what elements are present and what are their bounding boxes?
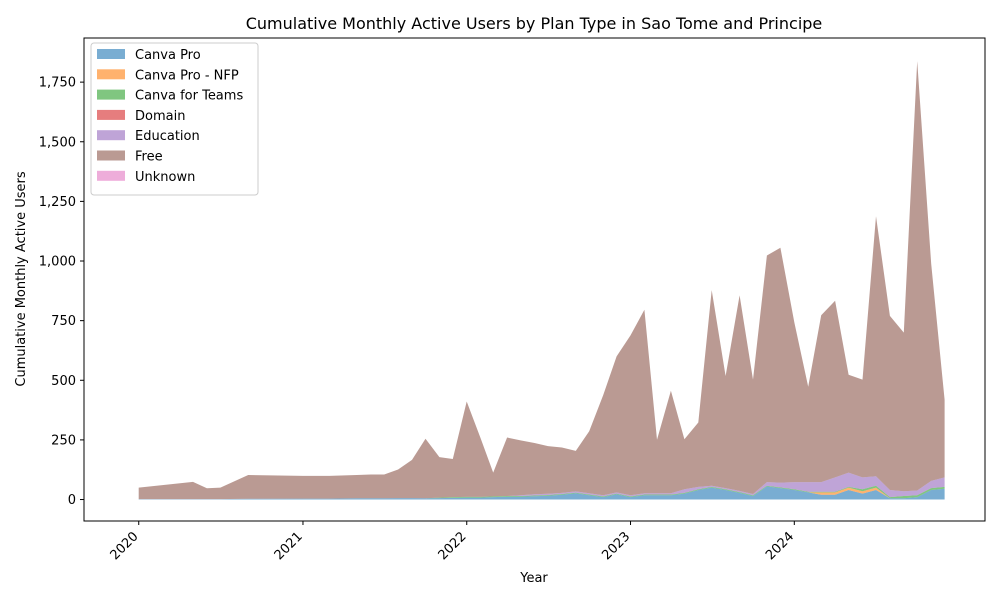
legend-swatch-free (97, 150, 125, 161)
y-tick-label: 1,250 (39, 195, 76, 210)
legend-label-free: Free (135, 150, 163, 165)
legend-swatch-domain (97, 109, 125, 120)
y-tick-label: 500 (51, 374, 76, 389)
x-tick-label: 2022 (436, 529, 470, 563)
legend-label-canva-pro-nfp: Canva Pro - NFP (135, 68, 239, 83)
x-tick-label: 2021 (272, 529, 306, 563)
y-axis-label: Cumulative Monthly Active Users (14, 171, 29, 386)
series-area-canva-pro (138, 486, 945, 500)
series-areas (138, 61, 945, 500)
y-tick-label: 750 (51, 314, 76, 329)
x-axis-ticks: 2020 2021 2022 2023 2024 (108, 521, 797, 563)
legend-swatch-canva-pro (97, 49, 125, 59)
legend-label-canva-for-teams: Canva for Teams (135, 89, 243, 104)
y-tick-label: 1,000 (39, 255, 76, 270)
y-tick-label: 1,500 (39, 135, 76, 150)
y-tick-label: 250 (51, 433, 76, 448)
legend-label-unknown: Unknown (135, 170, 195, 185)
x-axis-label: Year (519, 571, 548, 586)
legend-swatch-unknown (97, 170, 125, 181)
y-tick-label: 0 (68, 493, 76, 508)
x-tick-label: 2024 (763, 529, 797, 563)
series-area-free (138, 61, 945, 500)
x-tick-label: 2023 (599, 529, 633, 563)
legend-label-canva-pro: Canva Pro (135, 48, 201, 63)
x-tick-label: 2020 (108, 529, 142, 563)
legend-swatch-canva-for-teams (97, 89, 125, 100)
legend-box (90, 42, 259, 196)
legend-label-domain: Domain (135, 109, 185, 124)
y-axis-ticks: 0 250 500 750 1,000 1,250 1,500 1,750 (39, 76, 84, 508)
plot-frame (83, 37, 986, 522)
series-area-education (138, 472, 945, 500)
y-tick-label: 1,750 (39, 76, 76, 91)
legend-swatch-education (97, 130, 125, 141)
legend-label-education: Education (135, 129, 200, 144)
chart-title: Cumulative Monthly Active Users by Plan … (246, 14, 823, 33)
legend: Canva Pro Canva Pro - NFP Canva for Teams D… (90, 42, 259, 196)
legend-swatch-canva-pro-nfp (97, 69, 125, 80)
